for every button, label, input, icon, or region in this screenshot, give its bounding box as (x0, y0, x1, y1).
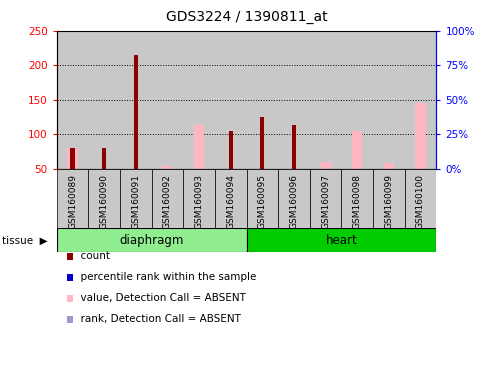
Bar (68, 148, 77, 169)
Text: GDS3224 / 1390811_at: GDS3224 / 1390811_at (166, 10, 327, 23)
Bar (57, 31, 88, 169)
Bar (162, 166, 173, 169)
Bar (183, 31, 215, 169)
Text: GSM160089: GSM160089 (68, 174, 77, 229)
Text: GSM160096: GSM160096 (289, 174, 298, 229)
Bar (152, 169, 183, 228)
Bar (88, 31, 120, 169)
Bar (183, 169, 215, 228)
Text: GSM160091: GSM160091 (131, 174, 141, 229)
Bar (320, 162, 331, 169)
Text: percentile rank within the sample: percentile rank within the sample (74, 272, 256, 282)
Bar (215, 31, 246, 169)
Text: GSM160090: GSM160090 (100, 174, 108, 229)
Bar (246, 169, 278, 228)
Text: rank, Detection Call = ABSENT: rank, Detection Call = ABSENT (74, 314, 241, 324)
Bar (70, 148, 74, 169)
Text: value, Detection Call = ABSENT: value, Detection Call = ABSENT (74, 293, 246, 303)
Bar (352, 131, 362, 169)
Text: GSM160095: GSM160095 (258, 174, 267, 229)
Bar (405, 31, 436, 169)
Bar (341, 169, 373, 228)
Bar (416, 103, 425, 169)
Text: count: count (74, 251, 110, 261)
Bar (57, 169, 88, 228)
Bar (341, 31, 373, 169)
Bar (152, 31, 183, 169)
Text: heart: heart (325, 234, 357, 247)
Bar (384, 164, 394, 169)
Bar (292, 126, 296, 169)
Bar (260, 117, 264, 169)
Text: GSM160098: GSM160098 (352, 174, 362, 229)
Bar (278, 31, 310, 169)
Bar (278, 169, 310, 228)
Bar (246, 31, 278, 169)
Bar (246, 228, 436, 252)
Text: GSM160100: GSM160100 (416, 174, 425, 229)
Bar (88, 169, 120, 228)
Bar (57, 228, 246, 252)
Bar (120, 31, 152, 169)
Bar (229, 131, 233, 169)
Bar (134, 55, 138, 169)
Bar (373, 31, 405, 169)
Text: diaphragm: diaphragm (119, 234, 184, 247)
Bar (194, 126, 204, 169)
Text: GSM160092: GSM160092 (163, 174, 172, 228)
Bar (310, 169, 341, 228)
Text: tissue  ▶: tissue ▶ (2, 235, 48, 245)
Bar (373, 169, 405, 228)
Text: GSM160093: GSM160093 (195, 174, 204, 229)
Text: GSM160097: GSM160097 (321, 174, 330, 229)
Bar (215, 169, 246, 228)
Text: GSM160094: GSM160094 (226, 174, 235, 228)
Bar (102, 148, 106, 169)
Bar (310, 31, 341, 169)
Bar (405, 169, 436, 228)
Bar (120, 169, 152, 228)
Text: GSM160099: GSM160099 (385, 174, 393, 229)
